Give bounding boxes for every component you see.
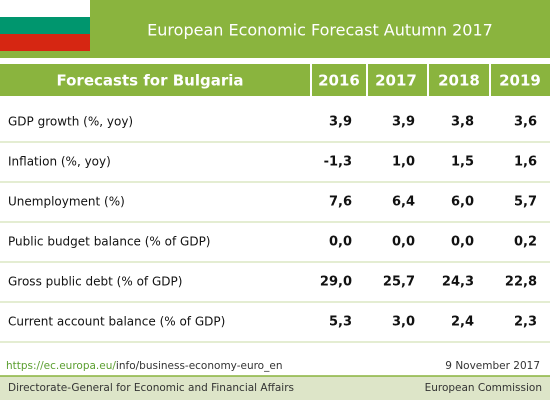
column-header: 2019 <box>499 72 541 90</box>
cell-value: 5,3 <box>329 315 352 330</box>
cell-value: 3,9 <box>329 115 352 130</box>
flag-green <box>0 17 90 34</box>
cell-value: 0,0 <box>451 235 474 250</box>
cell-value: 0,0 <box>392 235 415 250</box>
cell-value: 2,4 <box>451 315 474 330</box>
row-label: Public budget balance (% of GDP) <box>8 235 210 249</box>
cell-value: -1,3 <box>324 155 352 170</box>
url-domain: https://ec.europa.eu/ <box>6 360 116 372</box>
cell-value: 1,0 <box>392 155 415 170</box>
column-header: 2017 <box>375 72 417 90</box>
row-label: Gross public debt (% of GDP) <box>8 275 182 289</box>
cell-value: 0,2 <box>514 235 537 250</box>
row-label: Inflation (%, yoy) <box>8 155 111 169</box>
table: Forecasts for Bulgaria 2016 2017 2018 2019 GD… <box>0 64 550 343</box>
cell-value: 1,5 <box>451 155 474 170</box>
title: European Economic Forecast Autumn 2017 <box>147 21 493 40</box>
cell-value: 3,0 <box>392 315 415 330</box>
cell-value: 22,8 <box>505 275 537 290</box>
url: https://ec.europa.eu/info/business-econo… <box>6 360 282 372</box>
flag-white <box>0 0 90 17</box>
cell-value: 6,4 <box>392 195 415 210</box>
cell-value: 2,3 <box>514 315 537 330</box>
cell-value: 1,6 <box>514 155 537 170</box>
flag-red <box>0 34 90 51</box>
column-header: Forecasts for Bulgaria <box>56 72 243 90</box>
cell-value: 0,0 <box>329 235 352 250</box>
title-band <box>0 0 550 58</box>
footer-right: European Commission <box>425 382 542 394</box>
url-path: info/business-economy-euro_en <box>116 360 283 372</box>
cell-value: 25,7 <box>383 275 415 290</box>
cell-value: 3,6 <box>514 115 537 130</box>
column-header: 2018 <box>438 72 480 90</box>
cell-value: 3,9 <box>392 115 415 130</box>
footer-bar <box>0 376 550 400</box>
column-header: 2016 <box>318 72 360 90</box>
cell-value: 7,6 <box>329 195 352 210</box>
date: 9 November 2017 <box>445 360 540 372</box>
cell-value: 5,7 <box>514 195 537 210</box>
row-label: Unemployment (%) <box>8 195 125 209</box>
row-label: Current account balance (% of GDP) <box>8 315 225 329</box>
cell-value: 6,0 <box>451 195 474 210</box>
footer-left: Directorate-General for Economic and Fin… <box>8 382 294 394</box>
cell-value: 3,8 <box>451 115 474 130</box>
header-row <box>0 64 550 96</box>
cell-value: 24,3 <box>442 275 474 290</box>
row-label: GDP growth (%, yoy) <box>8 115 133 129</box>
cell-value: 29,0 <box>320 275 352 290</box>
